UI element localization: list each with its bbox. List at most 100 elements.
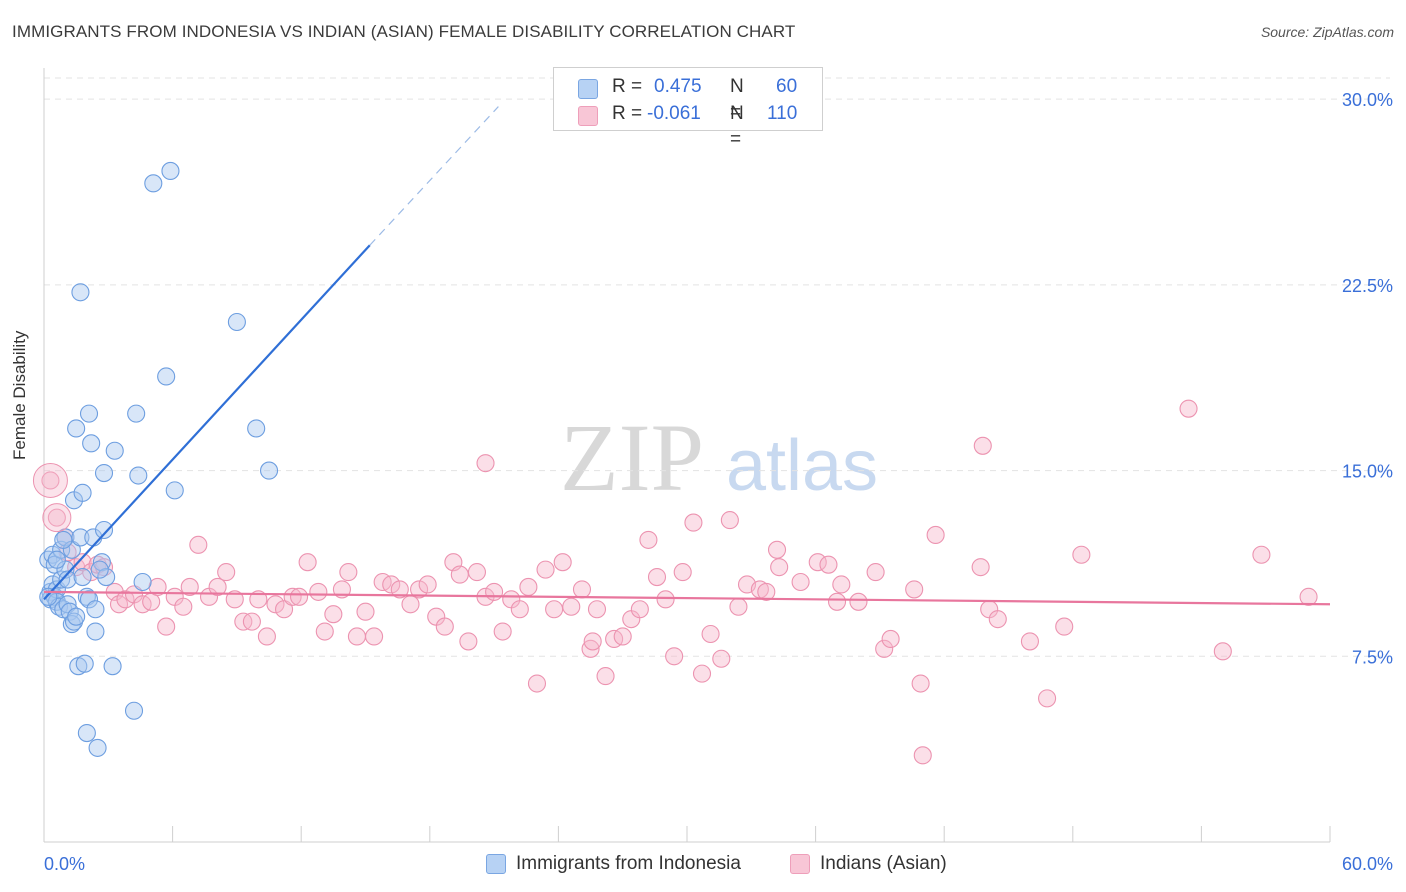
data-point-indians-asian xyxy=(596,667,615,686)
data-point-indians-asian xyxy=(41,471,60,490)
data-point-indonesia xyxy=(144,174,163,193)
data-point-indians-asian xyxy=(315,622,334,641)
data-point-indonesia xyxy=(133,572,152,592)
legend-swatch-blue xyxy=(486,854,506,874)
data-point-indians-asian xyxy=(673,563,692,582)
data-point-indonesia xyxy=(88,738,107,757)
data-point-indonesia xyxy=(73,483,92,502)
legend-item-label: Indians (Asian) xyxy=(820,853,947,874)
x-tick-label: 0.0% xyxy=(44,854,85,874)
legend-r-value: -0.061 xyxy=(647,103,701,124)
data-point-indians-asian xyxy=(1299,587,1318,606)
axis-layer xyxy=(43,68,1331,843)
data-point-indians-asian xyxy=(283,587,302,606)
data-point-indians-asian xyxy=(257,627,276,646)
y-axis-label: Female Disability xyxy=(10,330,29,460)
data-point-indians-asian-large xyxy=(42,503,72,533)
data-point-indians-asian xyxy=(390,580,409,599)
data-point-indonesia xyxy=(105,441,124,460)
data-point-indians-asian xyxy=(1072,545,1091,564)
data-point-indians-asian xyxy=(510,600,529,619)
data-point-indians-asian xyxy=(401,595,420,614)
y-tick-label: 22.5% xyxy=(1342,276,1393,296)
legend-r-label: R = xyxy=(612,76,643,97)
data-point-indians-asian xyxy=(720,511,739,530)
data-point-indonesia xyxy=(97,567,116,587)
source-label: Source: ZipAtlas.com xyxy=(1260,24,1394,40)
data-point-indians-asian xyxy=(881,629,900,649)
data-point-indonesia xyxy=(67,607,86,626)
data-point-indians-asian xyxy=(1179,399,1198,418)
data-point-indians-asian xyxy=(275,600,294,619)
data-point-indians-asian xyxy=(339,563,358,582)
data-point-indians-asian-large xyxy=(32,462,68,498)
data-point-indians-asian xyxy=(988,610,1007,629)
legend-series: Immigrants from Indonesia Indians (Asian… xyxy=(0,852,1406,878)
data-point-indians-asian xyxy=(926,525,945,545)
data-point-indians-asian xyxy=(1055,617,1074,636)
legend-swatch-pink xyxy=(790,854,810,874)
data-point-indonesia xyxy=(92,553,111,572)
data-point-indians-asian xyxy=(309,582,328,601)
data-point-indians-asian xyxy=(562,597,581,616)
data-point-indians-asian xyxy=(545,600,564,619)
data-point-indians-asian xyxy=(47,508,66,527)
data-point-indians-asian xyxy=(583,632,602,651)
data-point-indonesia xyxy=(90,560,109,579)
data-point-indonesia xyxy=(227,312,246,332)
data-point-indians-asian xyxy=(174,597,193,616)
data-point-indonesia xyxy=(82,434,101,453)
data-point-indians-asian xyxy=(418,575,437,594)
data-point-indians-asian xyxy=(911,674,930,693)
legend-swatch-pink xyxy=(578,106,598,126)
data-point-indians-asian xyxy=(827,592,847,611)
data-point-indians-asian xyxy=(356,602,375,621)
data-point-indians-asian xyxy=(493,622,512,641)
data-point-indonesia xyxy=(86,622,105,641)
data-point-indians-asian xyxy=(630,600,649,619)
y-tick-label: 7.5% xyxy=(1352,647,1393,667)
data-point-indians-asian xyxy=(189,535,208,554)
data-point-indians-asian xyxy=(116,590,135,609)
data-point-indonesia xyxy=(79,404,99,423)
data-point-indians-asian xyxy=(208,577,227,597)
tick-label-layer: 7.5% 15.0% 22.5% 30.0% 0.0% 60.0% xyxy=(44,90,1393,874)
trendline-indians-asian xyxy=(43,590,1331,606)
legend-r-value: 0.475 xyxy=(654,76,702,97)
legend-swatch-blue xyxy=(578,79,598,99)
data-point-indonesia xyxy=(79,590,99,609)
data-point-indians-asian xyxy=(639,530,658,549)
data-point-indians-asian xyxy=(298,553,317,572)
data-point-indians-asian xyxy=(701,624,720,644)
data-point-indians-asian xyxy=(692,664,712,683)
data-point-indians-asian xyxy=(656,590,675,609)
legend-n-label: N = xyxy=(730,76,744,123)
data-point-indians-asian xyxy=(347,627,366,646)
data-point-indians-asian xyxy=(819,555,838,574)
chart-title: IMMIGRANTS FROM INDONESIA VS INDIAN (ASI… xyxy=(12,22,796,41)
data-point-indonesia xyxy=(67,419,86,438)
data-point-indians-asian xyxy=(519,577,538,597)
y-tick-label: 15.0% xyxy=(1342,462,1393,482)
data-point-indians-asian xyxy=(866,563,885,582)
data-point-indians-asian xyxy=(581,639,600,658)
data-point-indians-asian xyxy=(410,580,429,599)
data-point-indonesia xyxy=(47,550,66,569)
data-point-indonesia xyxy=(73,567,92,587)
legend-n-value: 110 xyxy=(767,103,798,124)
legend-stats: R = 0.475 N = 60 R = -0.061 N = 110 xyxy=(553,67,823,150)
data-point-indians-asian xyxy=(1020,632,1039,651)
data-point-indians-asian xyxy=(217,563,236,582)
data-point-indians-asian xyxy=(665,647,684,666)
data-point-indians-asian xyxy=(157,617,176,636)
data-point-indians-asian xyxy=(1252,545,1271,564)
data-point-indians-asian xyxy=(832,575,851,594)
data-point-indians-asian xyxy=(435,617,454,636)
data-point-indians-asian xyxy=(485,582,504,601)
data-point-indians-asian xyxy=(476,454,495,473)
data-point-indonesia xyxy=(247,419,266,438)
legend-n-label: N = xyxy=(730,103,744,150)
legend-item-label: Immigrants from Indonesia xyxy=(516,853,741,874)
watermark-zip: ZIP xyxy=(560,404,704,511)
